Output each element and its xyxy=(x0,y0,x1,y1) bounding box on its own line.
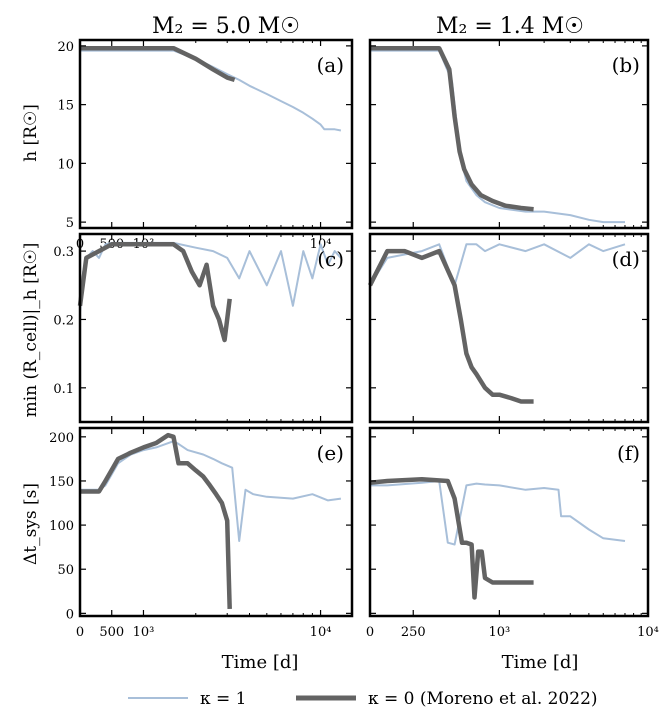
ylabel-rcell: min (R_cell)|_h [R☉] xyxy=(21,243,41,418)
panel-frame xyxy=(368,38,650,230)
panel-label: (f) xyxy=(617,441,640,465)
xtick-label: 10³ xyxy=(133,625,155,640)
ytick-label: 0.3 xyxy=(53,245,74,260)
series-kappa0-a xyxy=(80,45,236,83)
ylabel-h: h [R☉] xyxy=(21,104,41,162)
xtick-label: 500 xyxy=(99,625,124,640)
series-kappa1-f xyxy=(370,480,626,546)
xtick-label: 0 xyxy=(366,625,374,640)
series-kappa0-d xyxy=(367,248,534,404)
xtick-label: 0 xyxy=(76,625,84,640)
ytick-label: 50 xyxy=(57,563,74,578)
legend-label-kappa1: κ = 1 xyxy=(200,689,247,709)
series-kappa0-c xyxy=(77,242,232,343)
panel-label: (c) xyxy=(317,247,344,271)
panel-b: (b) xyxy=(368,38,650,230)
ytick-label: 15 xyxy=(57,99,74,114)
series-kappa0-f xyxy=(369,476,534,600)
ytick-label: 5 xyxy=(66,216,74,231)
ytick-label: 200 xyxy=(49,431,74,446)
ylabel-dtsys: Δt_sys [s] xyxy=(21,483,41,565)
panel-d: (d) xyxy=(367,232,650,424)
series-kappa0-e xyxy=(80,432,232,609)
col-title-right: M₂ = 1.4 M☉ xyxy=(436,14,584,39)
panel-c: (c) 0.1 0.2 0.3 xyxy=(53,232,354,424)
col-title-left: M₂ = 5.0 M☉ xyxy=(152,14,300,39)
xtick-label: 10³ xyxy=(488,625,510,640)
xtick-label: 10⁴ xyxy=(310,625,332,640)
ytick-label: 0 xyxy=(66,607,74,622)
ytick-label: 100 xyxy=(49,519,74,534)
xlabel-right: Time [d] xyxy=(502,652,579,673)
ytick-label: 0.2 xyxy=(53,313,74,328)
ytick-label: 20 xyxy=(57,40,74,55)
panel-label: (e) xyxy=(317,441,344,465)
panel-frame xyxy=(78,232,354,424)
panel-label: (d) xyxy=(612,247,640,271)
xtick-label: 250 xyxy=(401,625,426,640)
panel-frame xyxy=(78,426,354,618)
panel-frame xyxy=(368,232,650,424)
panel-f: (f) 0 250 10³ 10⁴ xyxy=(366,426,659,640)
series-kappa1-a xyxy=(80,49,342,132)
xtick-label: 10⁴ xyxy=(637,625,659,640)
series-kappa1-c xyxy=(79,241,342,313)
ytick-label: 0.1 xyxy=(53,382,74,397)
panel-frame xyxy=(78,38,354,230)
ytick-label: 150 xyxy=(49,475,74,490)
legend: κ = 1 κ = 0 (Moreno et al. 2022) xyxy=(128,689,598,709)
panel-label: (b) xyxy=(612,53,640,77)
series-kappa1-d xyxy=(369,243,626,287)
panel-frame xyxy=(368,426,650,618)
series-kappa1-e xyxy=(80,440,342,542)
series-kappa0-b xyxy=(370,45,534,212)
panel-label: (a) xyxy=(316,53,344,77)
legend-label-kappa0: κ = 0 (Moreno et al. 2022) xyxy=(368,689,598,709)
xlabel-left: Time [d] xyxy=(222,652,299,673)
ytick-label: 10 xyxy=(57,157,74,172)
series-kappa1-b xyxy=(370,49,625,224)
panel-e: (e) 0 50 100 150 200 0 500 10³ 10⁴ xyxy=(49,426,354,640)
